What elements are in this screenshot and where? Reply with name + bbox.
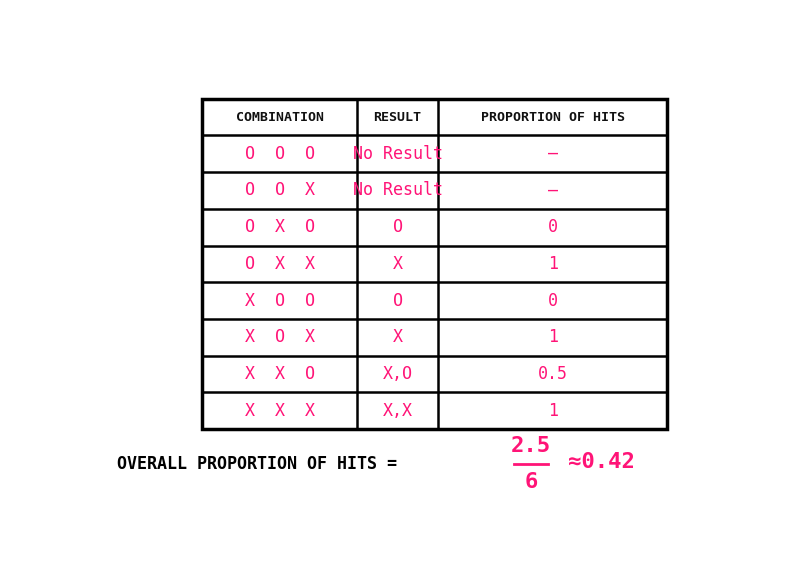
Text: O  X  O: O X O bbox=[245, 218, 314, 236]
Text: O  O  O: O O O bbox=[245, 145, 314, 163]
Text: No Result: No Result bbox=[353, 182, 442, 199]
Text: O: O bbox=[393, 218, 402, 236]
Text: 0.5: 0.5 bbox=[538, 365, 567, 383]
Text: 1: 1 bbox=[547, 328, 558, 346]
Text: 0: 0 bbox=[547, 291, 558, 310]
Text: ≈0.42: ≈0.42 bbox=[568, 452, 635, 472]
Text: OVERALL PROPORTION OF HITS =: OVERALL PROPORTION OF HITS = bbox=[118, 455, 407, 473]
Text: X: X bbox=[393, 328, 402, 346]
Text: X  O  O: X O O bbox=[245, 291, 314, 310]
Text: X: X bbox=[393, 255, 402, 273]
Text: RESULT: RESULT bbox=[374, 111, 422, 124]
Text: X,X: X,X bbox=[382, 402, 413, 420]
Text: 2.5: 2.5 bbox=[511, 436, 551, 456]
Text: No Result: No Result bbox=[353, 145, 442, 163]
Text: X  X  X: X X X bbox=[245, 402, 314, 420]
Text: —: — bbox=[547, 182, 558, 199]
Text: X,O: X,O bbox=[382, 365, 413, 383]
Bar bbox=[202, 99, 667, 429]
Text: O: O bbox=[393, 291, 402, 310]
Text: O  O  X: O O X bbox=[245, 182, 314, 199]
Text: 6: 6 bbox=[524, 473, 538, 492]
Text: COMBINATION: COMBINATION bbox=[236, 111, 324, 124]
Text: 1: 1 bbox=[547, 255, 558, 273]
Text: X  X  O: X X O bbox=[245, 365, 314, 383]
Text: 0: 0 bbox=[547, 218, 558, 236]
Text: X  O  X: X O X bbox=[245, 328, 314, 346]
Text: —: — bbox=[547, 145, 558, 163]
Text: PROPORTION OF HITS: PROPORTION OF HITS bbox=[481, 111, 625, 124]
Text: O  X  X: O X X bbox=[245, 255, 314, 273]
Text: 1: 1 bbox=[547, 402, 558, 420]
